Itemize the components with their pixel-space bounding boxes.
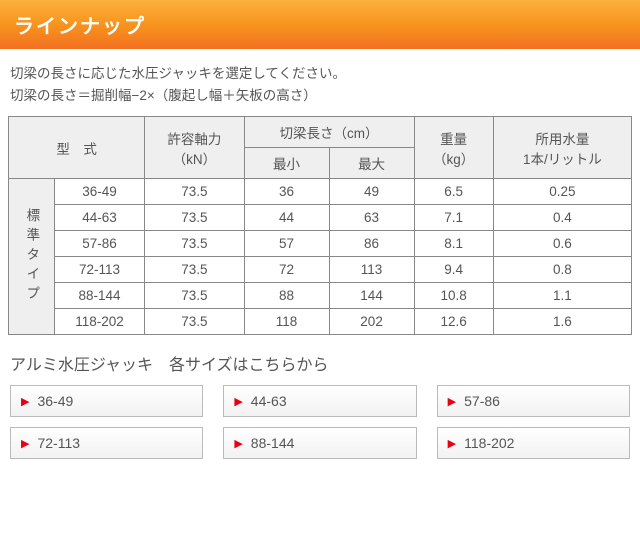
size-button-36-49[interactable]: ▶ 36-49	[10, 385, 203, 417]
row-group-label: 標準タイプ	[9, 179, 55, 335]
th-capacity-l2: （kN）	[149, 148, 239, 168]
triangle-icon: ▶	[234, 395, 242, 408]
cell-model: 72-113	[54, 257, 145, 283]
table-row: 118-202 73.5 118 202 12.6 1.6	[9, 309, 632, 335]
cell-capacity: 73.5	[145, 205, 244, 231]
cell-max: 113	[329, 257, 414, 283]
th-water: 所用水量 1本/リットル	[493, 117, 631, 179]
cell-water: 1.6	[493, 309, 631, 335]
size-links-heading: アルミ水圧ジャッキ 各サイズはこちらから	[0, 335, 640, 385]
cell-capacity: 73.5	[145, 257, 244, 283]
cell-min: 44	[244, 205, 329, 231]
cell-water: 1.1	[493, 283, 631, 309]
size-button-72-113[interactable]: ▶ 72-113	[10, 427, 203, 459]
triangle-icon: ▶	[21, 395, 29, 408]
cell-weight: 8.1	[414, 231, 493, 257]
th-weight-l1: 重量	[419, 128, 489, 148]
intro-text: 切梁の長さに応じた水圧ジャッキを選定してください。 切梁の長さ＝掘削幅−2×（腹…	[0, 49, 640, 116]
section-header: ラインナップ	[0, 0, 640, 49]
intro-line-2: 切梁の長さ＝掘削幅−2×（腹起し幅＋矢板の高さ）	[10, 85, 630, 107]
cell-weight: 10.8	[414, 283, 493, 309]
intro-line-1: 切梁の長さに応じた水圧ジャッキを選定してください。	[10, 63, 630, 85]
th-capacity-l1: 許容軸力	[149, 128, 239, 148]
size-button-88-144[interactable]: ▶ 88-144	[223, 427, 416, 459]
spec-table: 型 式 許容軸力 （kN） 切梁長さ（cm） 重量 （kg） 所用水量 1本/リ…	[8, 116, 632, 335]
th-water-l1: 所用水量	[498, 128, 627, 148]
cell-water: 0.4	[493, 205, 631, 231]
cell-capacity: 73.5	[145, 179, 244, 205]
cell-model: 57-86	[54, 231, 145, 257]
cell-min: 72	[244, 257, 329, 283]
cell-min: 36	[244, 179, 329, 205]
section-title: ラインナップ	[14, 16, 146, 38]
cell-water: 0.8	[493, 257, 631, 283]
cell-capacity: 73.5	[145, 283, 244, 309]
cell-model: 118-202	[54, 309, 145, 335]
th-weight: 重量 （kg）	[414, 117, 493, 179]
cell-max: 86	[329, 231, 414, 257]
cell-min: 88	[244, 283, 329, 309]
spec-table-wrap: 型 式 許容軸力 （kN） 切梁長さ（cm） 重量 （kg） 所用水量 1本/リ…	[0, 116, 640, 335]
cell-water: 0.25	[493, 179, 631, 205]
cell-capacity: 73.5	[145, 309, 244, 335]
button-label: 88-144	[251, 435, 295, 451]
cell-max: 202	[329, 309, 414, 335]
triangle-icon: ▶	[448, 437, 456, 450]
triangle-icon: ▶	[448, 395, 456, 408]
cell-capacity: 73.5	[145, 231, 244, 257]
cell-min: 118	[244, 309, 329, 335]
cell-weight: 9.4	[414, 257, 493, 283]
cell-weight: 7.1	[414, 205, 493, 231]
triangle-icon: ▶	[21, 437, 29, 450]
table-row: 標準タイプ 36-49 73.5 36 49 6.5 0.25	[9, 179, 632, 205]
cell-max: 49	[329, 179, 414, 205]
th-length-max: 最大	[329, 148, 414, 179]
table-row: 44-63 73.5 44 63 7.1 0.4	[9, 205, 632, 231]
size-button-44-63[interactable]: ▶ 44-63	[223, 385, 416, 417]
cell-min: 57	[244, 231, 329, 257]
table-row: 88-144 73.5 88 144 10.8 1.1	[9, 283, 632, 309]
cell-model: 88-144	[54, 283, 145, 309]
button-row-2: ▶ 72-113 ▶ 88-144 ▶ 118-202	[0, 427, 640, 469]
th-length-min: 最小	[244, 148, 329, 179]
th-water-l2: 1本/リットル	[498, 148, 627, 168]
button-label: 118-202	[464, 435, 514, 451]
table-row: 57-86 73.5 57 86 8.1 0.6	[9, 231, 632, 257]
triangle-icon: ▶	[234, 437, 242, 450]
th-length: 切梁長さ（cm）	[244, 117, 414, 148]
cell-max: 63	[329, 205, 414, 231]
size-button-57-86[interactable]: ▶ 57-86	[437, 385, 630, 417]
button-label: 72-113	[37, 435, 80, 451]
button-label: 36-49	[37, 393, 73, 409]
cell-water: 0.6	[493, 231, 631, 257]
button-label: 57-86	[464, 393, 500, 409]
th-capacity: 許容軸力 （kN）	[145, 117, 244, 179]
th-model: 型 式	[9, 117, 145, 179]
button-row-1: ▶ 36-49 ▶ 44-63 ▶ 57-86	[0, 385, 640, 427]
cell-model: 36-49	[54, 179, 145, 205]
th-weight-l2: （kg）	[419, 148, 489, 168]
cell-weight: 6.5	[414, 179, 493, 205]
table-row: 72-113 73.5 72 113 9.4 0.8	[9, 257, 632, 283]
cell-max: 144	[329, 283, 414, 309]
size-button-118-202[interactable]: ▶ 118-202	[437, 427, 630, 459]
cell-model: 44-63	[54, 205, 145, 231]
cell-weight: 12.6	[414, 309, 493, 335]
button-label: 44-63	[251, 393, 287, 409]
